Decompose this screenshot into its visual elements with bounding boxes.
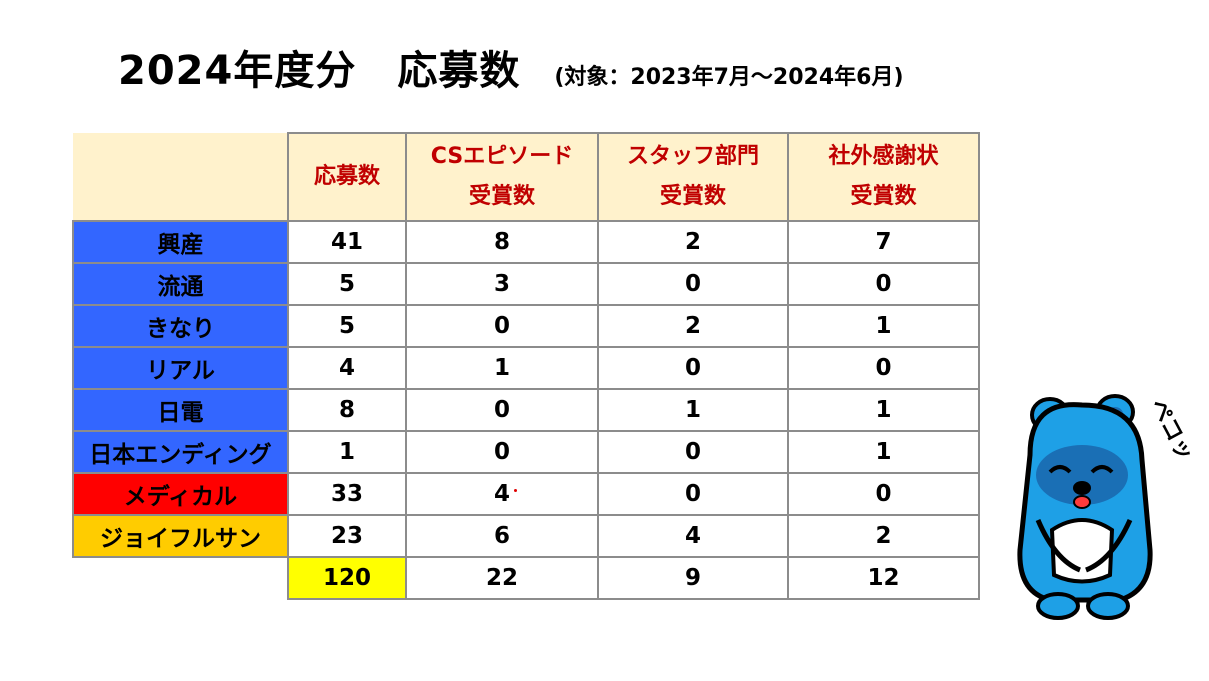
table-cell: 8	[287, 388, 407, 432]
total-entries: 120	[287, 556, 407, 600]
row-label: 日本エンディング	[72, 430, 289, 474]
table-cell: 0	[405, 430, 599, 474]
stray-dot	[514, 489, 517, 492]
table-cell: 1	[787, 304, 980, 348]
table-cell: 7	[787, 220, 980, 264]
table-cell: 1	[405, 346, 599, 390]
header-cs-episode: CSエピソード 受賞数	[405, 132, 599, 222]
table-row: 興産 41 8 2 7	[72, 220, 980, 264]
header-external-thanks: 社外感謝状 受賞数	[787, 132, 980, 222]
table-cell: 0	[787, 346, 980, 390]
table-cell: 2	[597, 220, 789, 264]
table-cell: 5	[287, 304, 407, 348]
row-label: メディカル	[72, 472, 289, 516]
table-cell: 0	[597, 346, 789, 390]
table-cell: 0	[787, 472, 980, 516]
table-cell: 0	[787, 262, 980, 306]
entries-table: 応募数 CSエピソード 受賞数 スタッフ部門 受賞数 社外感謝状 受賞数 興産 41 …	[72, 132, 980, 600]
header-blank-cell	[73, 133, 288, 221]
table-cell: 3	[405, 262, 599, 306]
table-cell: 5	[287, 262, 407, 306]
page-title: 2024年度分 応募数 (対象：2023年7月～2024年6月)	[118, 38, 904, 96]
row-label: リアル	[72, 346, 289, 390]
table-cell: 2	[787, 514, 980, 558]
table-cell: 1	[787, 430, 980, 474]
table-cell: 33	[287, 472, 407, 516]
table-cell: 1	[287, 430, 407, 474]
table-row: メディカル 33 4 0 0	[72, 472, 980, 516]
table-row: 日電 8 0 1 1	[72, 388, 980, 432]
total-external-thanks: 12	[787, 556, 980, 600]
row-label: 日電	[72, 388, 289, 432]
totals-row: 120 22 9 12	[73, 556, 980, 600]
table-cell: 23	[287, 514, 407, 558]
title-main: 2024年度分 応募数	[118, 48, 521, 94]
table-row: 流通 5 3 0 0	[72, 262, 980, 306]
table-header-row: 応募数 CSエピソード 受賞数 スタッフ部門 受賞数 社外感謝状 受賞数	[73, 132, 980, 222]
table-row: リアル 4 1 0 0	[72, 346, 980, 390]
table-row: きなり 5 0 2 1	[72, 304, 980, 348]
table-cell: 2	[597, 304, 789, 348]
table-cell: 0	[597, 430, 789, 474]
table-cell: 1	[597, 388, 789, 432]
table-cell: 0	[597, 262, 789, 306]
table-cell: 0	[405, 304, 599, 348]
table-row: 日本エンディング 1 0 0 1	[72, 430, 980, 474]
row-label: 興産	[72, 220, 289, 264]
table-cell: 4	[597, 514, 789, 558]
table-cell: 4	[405, 472, 599, 516]
title-subtitle: (対象：2023年7月～2024年6月)	[554, 65, 904, 90]
table-cell: 0	[597, 472, 789, 516]
bowing-blue-bear-mascot-icon: ペコッ	[1017, 394, 1198, 620]
table-cell: 4	[287, 346, 407, 390]
row-label: きなり	[72, 304, 289, 348]
table-cell: 0	[405, 388, 599, 432]
header-entries: 応募数	[287, 132, 407, 222]
table-cell: 41	[287, 220, 407, 264]
table-cell: 6	[405, 514, 599, 558]
table-row: ジョイフルサン 23 6 4 2	[72, 514, 980, 558]
table-cell: 1	[787, 388, 980, 432]
total-staff-division: 9	[597, 556, 789, 600]
row-label: 流通	[72, 262, 289, 306]
row-label: ジョイフルサン	[72, 514, 289, 558]
mascot-speech-text: ペコッ	[1145, 395, 1198, 465]
total-cs-episode: 22	[405, 556, 599, 600]
header-staff-division: スタッフ部門 受賞数	[597, 132, 789, 222]
table-cell: 8	[405, 220, 599, 264]
totals-blank-cell	[73, 557, 288, 599]
